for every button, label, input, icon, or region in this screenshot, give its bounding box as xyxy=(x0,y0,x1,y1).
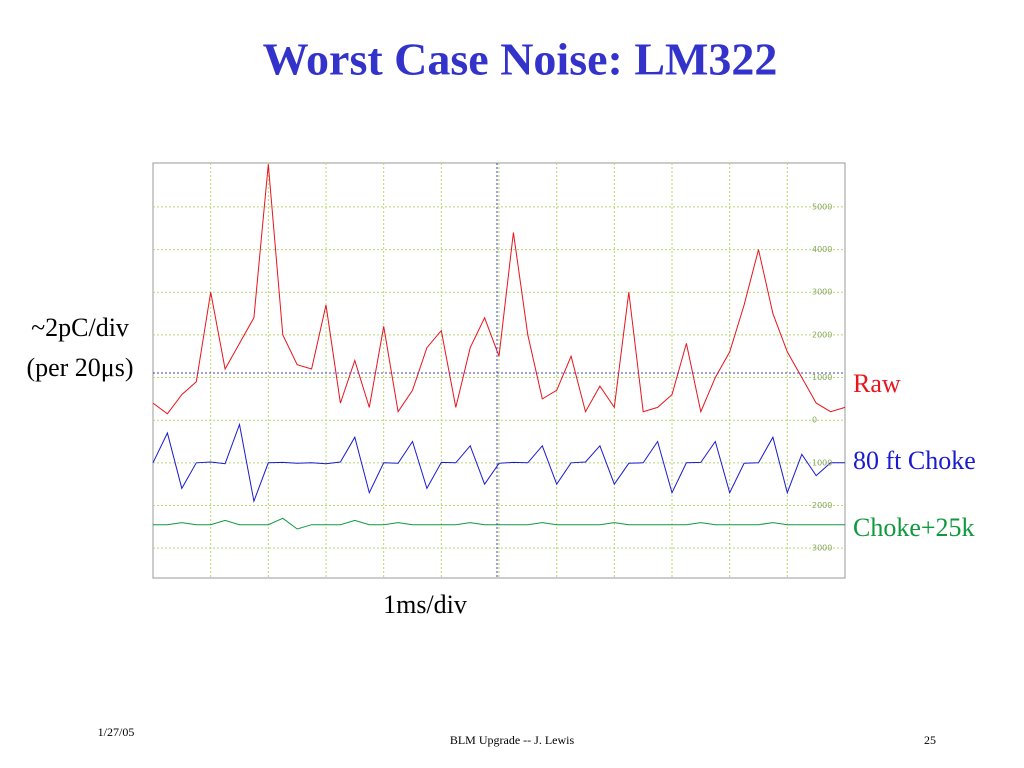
y-tick-label: 0 xyxy=(812,416,817,425)
y-tick-label: 3000 xyxy=(812,544,832,553)
footer-text: BLM Upgrade -- J. Lewis xyxy=(450,733,575,747)
legend-entry: Choke+25k xyxy=(853,513,975,542)
y-axis-label: (per 20μs) xyxy=(26,353,133,382)
slide-title: Worst Case Noise: LM322 xyxy=(263,34,778,85)
plot-area xyxy=(152,163,846,578)
legend-entry: 80 ft Choke xyxy=(853,446,976,475)
x-axis-label: 1ms/div xyxy=(383,590,467,619)
legend-entry: Raw xyxy=(853,369,901,398)
y-tick-label: 1000 xyxy=(812,373,832,382)
trace xyxy=(152,422,845,504)
y-tick-label: 4000 xyxy=(812,245,832,254)
y-tick-label: 2000 xyxy=(812,501,832,510)
trace xyxy=(152,164,846,415)
y-tick-label: 1000 xyxy=(812,458,832,467)
footer-date: 1/27/05 xyxy=(98,725,135,739)
trace xyxy=(153,517,845,530)
y-axis-label: ~2pC/div xyxy=(31,313,129,342)
y-tick-label: 2000 xyxy=(812,330,832,339)
y-tick-label: 3000 xyxy=(812,288,832,297)
y-tick-label: 5000 xyxy=(812,202,832,211)
footer-page: 25 xyxy=(924,733,936,747)
